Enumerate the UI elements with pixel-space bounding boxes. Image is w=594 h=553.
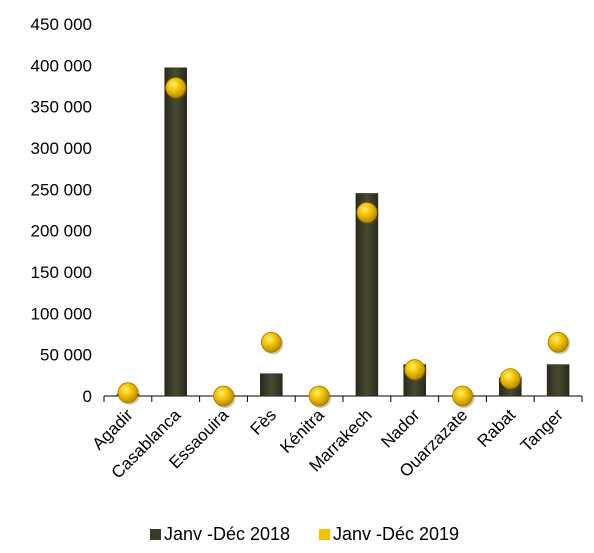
- legend-swatch-2019: [319, 529, 330, 540]
- y-tick-label: 400 000: [31, 56, 92, 75]
- marker-2019-casablanca: [165, 77, 188, 100]
- y-axis-tick-labels: 0 50 000 100 000 150 000 200 000 250 000 300 0…: [31, 15, 92, 406]
- marker-dot: [260, 331, 282, 353]
- y-tick-label: 150 000: [31, 263, 92, 282]
- bar-2018-marrakech: [355, 193, 379, 397]
- legend-label-2018: Janv -Déc 2018: [164, 524, 290, 544]
- y-tick-label: 350 000: [31, 98, 92, 117]
- marker-dot: [547, 331, 569, 353]
- y-tick-label: 200 000: [31, 222, 92, 241]
- marker-2019-ouarzazate: [452, 385, 475, 408]
- marker-2019-marrakech: [356, 202, 379, 225]
- marker-dot: [404, 359, 426, 380]
- marker-dot: [356, 202, 378, 223]
- x-category-label: Fès: [247, 405, 280, 438]
- legend: Janv -Déc 2018 Janv -Déc 2019: [150, 524, 459, 544]
- x-category-label: Tanger: [517, 405, 567, 455]
- bar-2018-tanger: [546, 364, 570, 397]
- x-category-label: Rabat: [474, 405, 520, 451]
- marker-dot: [165, 77, 187, 99]
- series-2019-markers: [117, 77, 571, 408]
- y-tick-label: 100 000: [31, 304, 92, 323]
- marker-2019-agadir: [117, 382, 140, 405]
- marker-dot: [117, 382, 139, 404]
- legend-swatch-2018: [150, 529, 161, 540]
- x-axis-ticks: [103, 396, 583, 402]
- marker-2019-rabat: [499, 368, 523, 391]
- bar-2018-fès: [260, 373, 283, 397]
- y-tick-label: 450 000: [31, 15, 92, 34]
- series-2018-bars: [116, 67, 570, 397]
- y-tick-label: 250 000: [31, 180, 92, 199]
- marker-dot: [499, 368, 521, 390]
- marker-2019-nador: [404, 359, 427, 382]
- legend-label-2019: Janv -Déc 2019: [333, 524, 459, 544]
- y-tick-label: 50 000: [40, 346, 92, 365]
- x-category-label: Nador: [377, 405, 423, 451]
- marker-2019-tanger: [547, 331, 571, 355]
- marker-2019-fès: [260, 331, 284, 355]
- y-tick-label: 300 000: [31, 139, 92, 158]
- marker-2019-essaouira: [213, 385, 236, 408]
- marker-dot: [452, 385, 473, 407]
- bar-2018-casablanca: [164, 67, 187, 397]
- marker-2019-kénitra: [308, 385, 332, 408]
- y-tick-label: 0: [83, 387, 92, 406]
- marker-dot: [308, 385, 330, 407]
- marker-dot: [213, 385, 234, 407]
